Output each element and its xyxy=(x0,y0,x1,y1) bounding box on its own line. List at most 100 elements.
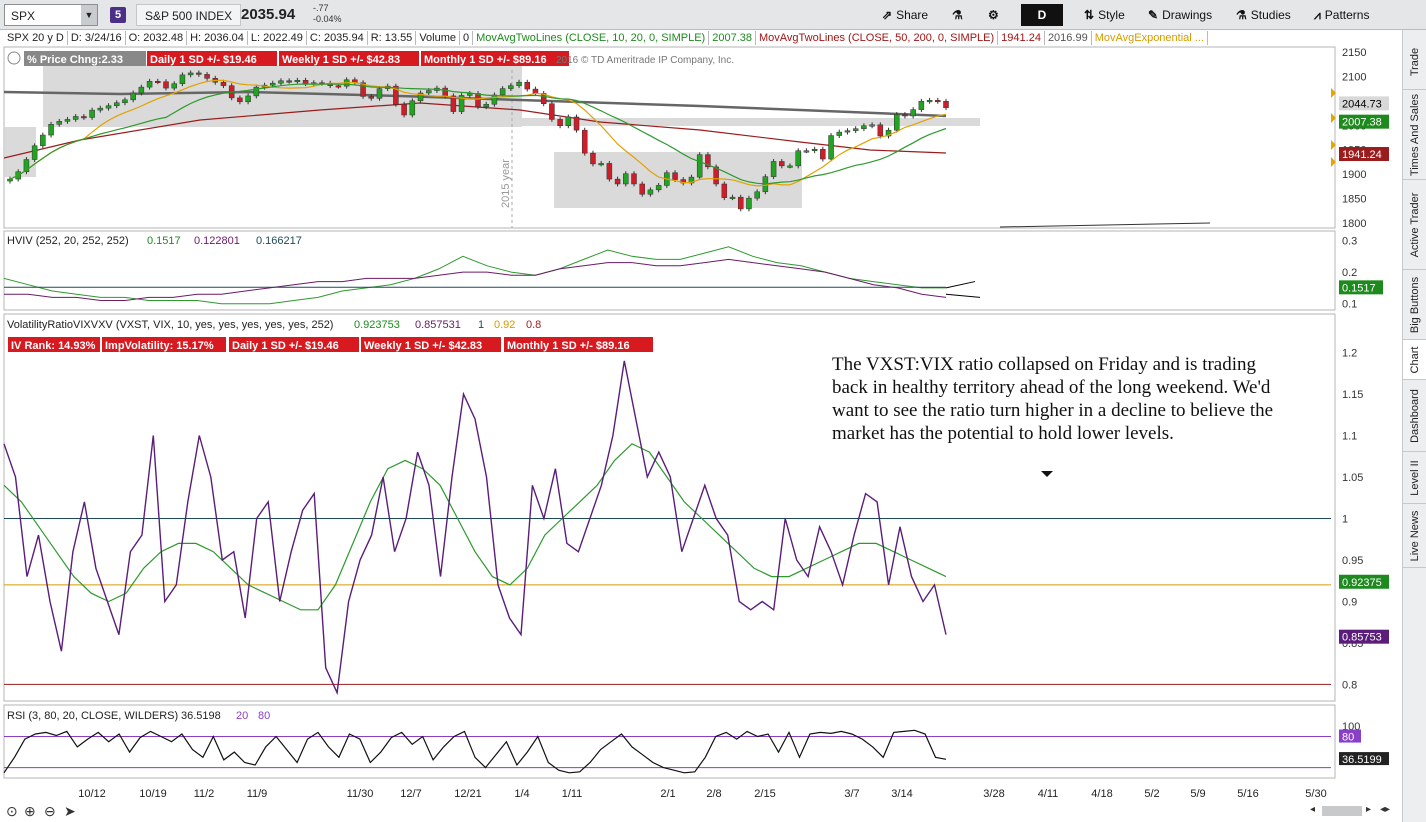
aggregation-selector[interactable]: D xyxy=(1021,4,1063,26)
zoom-in-icon[interactable]: ⊕ xyxy=(24,803,36,819)
scroll-right-icon[interactable]: ▸ xyxy=(1366,804,1372,815)
horizontal-scrollbar[interactable] xyxy=(1322,806,1362,816)
ratio-value-v5: 0.8 xyxy=(526,319,541,331)
link-group-badge[interactable]: 5 xyxy=(110,7,126,23)
candle-body xyxy=(614,178,621,185)
candle-body xyxy=(844,130,851,133)
ma1-label[interactable]: MovAvgTwoLines (CLOSE, 10, 20, 0, SIMPLE… xyxy=(473,31,710,45)
price-alert-marker xyxy=(1331,113,1336,123)
candle-body xyxy=(401,103,407,116)
candle-body xyxy=(696,154,703,178)
zoom-out-icon[interactable]: ⊖ xyxy=(44,803,56,819)
candle-body xyxy=(155,80,161,83)
x-tick-label: 2/1 xyxy=(660,788,675,800)
volume-label: Volume xyxy=(416,31,461,45)
candle-body xyxy=(540,93,547,104)
hviv-tick-label: 0.2 xyxy=(1342,267,1357,279)
tab-label: Chart xyxy=(1409,346,1421,373)
year-marker-label: 2015 year xyxy=(500,159,512,208)
tab-live-news[interactable]: Live News xyxy=(1403,504,1426,568)
candle-body xyxy=(204,74,210,79)
tab-level-ii[interactable]: Level II xyxy=(1403,452,1426,504)
candle-body xyxy=(770,161,777,177)
iv-line xyxy=(4,258,947,301)
candle-body xyxy=(278,80,284,84)
candle-body xyxy=(746,197,752,210)
weekly-sd-label: Weekly 1 SD +/- $42.83 xyxy=(282,54,400,66)
ma1-value: 2007.38 xyxy=(709,31,756,45)
x-tick-label: 10/19 xyxy=(139,788,167,800)
ma2-label[interactable]: MovAvgTwoLines (CLOSE, 50, 200, 0, SIMPL… xyxy=(756,31,999,45)
hviv-badge: 0.1517 xyxy=(1342,282,1376,294)
studies-button[interactable]: ⚗ Studies xyxy=(1230,4,1297,26)
share-label: Share xyxy=(896,8,929,22)
candle-body xyxy=(122,99,128,104)
tab-chart[interactable]: Chart xyxy=(1403,340,1426,380)
chevron-down-icon[interactable]: ▼ xyxy=(81,5,97,25)
share-button[interactable]: ⇗ Share xyxy=(876,4,934,26)
drawings-button[interactable]: ✎ Drawings xyxy=(1142,4,1218,26)
candle-body xyxy=(918,101,925,110)
symbol-input[interactable]: SPX ▼ xyxy=(4,4,98,26)
rsi-header: RSI (3, 80, 20, CLOSE, WILDERS) xyxy=(7,710,178,722)
style-button[interactable]: ⇅ Style xyxy=(1078,4,1131,26)
hviv-value-3: 0.166217 xyxy=(256,235,302,247)
ratio-tick-label: 1.05 xyxy=(1342,472,1363,484)
candle-body xyxy=(196,72,202,75)
candle-body xyxy=(598,163,604,166)
ratio-tick-label: 0.95 xyxy=(1342,555,1363,567)
iv-rank-label-bg xyxy=(8,337,100,352)
candle-body xyxy=(861,125,867,129)
hviv-badge-bg xyxy=(1339,280,1383,295)
tab-active-trader[interactable]: Active Trader xyxy=(1403,180,1426,270)
ma3-label[interactable]: MovAvgExponential ... xyxy=(1092,31,1208,45)
tab-label: Trade xyxy=(1409,47,1421,76)
pan-icon[interactable]: ⊙ xyxy=(6,803,18,819)
candle-body xyxy=(179,74,186,84)
tab-trade[interactable]: Trade xyxy=(1403,34,1426,90)
tab-big-buttons[interactable]: Big Buttons xyxy=(1403,270,1426,340)
candle-body xyxy=(64,119,71,122)
style-icon: ⇅ xyxy=(1084,8,1095,22)
chart-canvas[interactable]: 180018501900195020002050210021502015 yea… xyxy=(0,30,1402,800)
rsi-low-label: 20 xyxy=(236,710,248,722)
tab-times-and-sales[interactable]: Times And Sales xyxy=(1403,90,1426,180)
rsi-value-badge-bg xyxy=(1339,752,1389,766)
last-price-badge-bg xyxy=(1339,96,1389,111)
tab-dashboard[interactable]: Dashboard xyxy=(1403,380,1426,452)
candle-body xyxy=(467,93,473,96)
flask-icon: ⚗ xyxy=(952,8,963,22)
candle-body xyxy=(737,196,744,210)
copyright-label: 2016 © TD Ameritrade IP Company, Inc. xyxy=(556,55,734,66)
scroll-left-icon[interactable]: ◂ xyxy=(1310,804,1316,815)
flask-button[interactable]: ⚗ xyxy=(946,4,973,26)
imp-vol-label: ImpVolatility: 15.17% xyxy=(105,340,214,352)
low-label: L: 2022.49 xyxy=(248,31,307,45)
tab-label: Times And Sales xyxy=(1409,93,1421,176)
cursor-icon[interactable]: ➤ xyxy=(64,803,76,819)
weekly-sd-label-bg xyxy=(279,51,419,66)
ratio-tick-label: 1 xyxy=(1342,514,1348,526)
candle-body xyxy=(623,173,629,185)
x-tick-label: 4/18 xyxy=(1091,788,1112,800)
daily-sd-label: Daily 1 SD +/- $19.46 xyxy=(150,54,257,66)
expand-icon[interactable]: ◂▸ xyxy=(1380,804,1391,815)
settings-button[interactable]: ⚙ xyxy=(982,4,1009,26)
price-alert-marker xyxy=(1331,140,1336,150)
price-tick-label: 2100 xyxy=(1342,71,1366,83)
right-tab-strip: Trade Times And Sales Active Trader Big But… xyxy=(1402,30,1426,822)
candle-body xyxy=(508,85,514,89)
patterns-button[interactable]: ⩘ Patterns xyxy=(1308,4,1375,26)
info-icon xyxy=(7,51,21,65)
price-tick-label: 1900 xyxy=(1342,169,1366,181)
rsi-pane xyxy=(3,704,1336,779)
candle-body xyxy=(97,107,104,111)
candle-body xyxy=(705,154,711,168)
candle-body xyxy=(516,81,522,86)
chart-toolbar: SPX ▼ 5 S&P 500 INDEX 2035.94 -.77 -0.04… xyxy=(0,0,1426,30)
annotation-note[interactable]: The VXST:VIX ratio collapsed on Friday a… xyxy=(832,354,1274,444)
candle-body xyxy=(376,88,383,99)
candle-body xyxy=(113,102,120,106)
x-tick-label: 11/9 xyxy=(247,788,268,800)
